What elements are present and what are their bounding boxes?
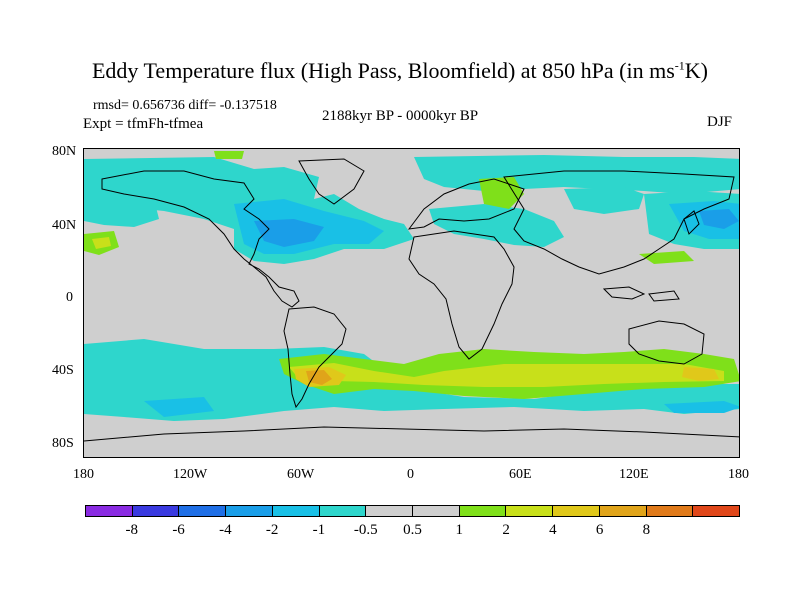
plot-title-end: K) — [684, 58, 708, 83]
plot-title: Eddy Temperature flux (High Pass, Bloomf… — [0, 58, 800, 84]
coastline-greenland — [298, 158, 365, 205]
colorbar-swatch — [226, 506, 273, 516]
anomaly-mediterranean — [429, 204, 564, 247]
colorbar-swatch — [179, 506, 227, 516]
map-panel — [83, 148, 740, 458]
colorbar-swatch — [553, 506, 600, 516]
colorbar-swatch — [132, 506, 180, 516]
anomaly-southern-light-blue — [144, 397, 214, 417]
colorbar-swatch — [366, 506, 414, 516]
colorbar-label: -8 — [125, 522, 139, 538]
colorbar-swatch — [459, 506, 507, 516]
coastline-south-america — [283, 306, 347, 409]
colorbar-label: 8 — [642, 522, 651, 538]
anomaly-central-asia — [564, 187, 644, 214]
colorbar-label: -4 — [219, 522, 232, 538]
y-tick-label: 40S — [52, 363, 74, 378]
colorbar-label: 0.5 — [403, 522, 422, 538]
colorbar-swatch — [599, 506, 647, 516]
coastline-europe — [407, 178, 525, 230]
coastline-north-america — [101, 170, 300, 308]
anomaly-southern-orange-core — [306, 370, 332, 385]
colorbar — [85, 505, 740, 517]
x-tick-label: 120E — [619, 467, 649, 482]
x-tick-label: 180 — [73, 467, 94, 482]
colorbar-swatch — [646, 506, 694, 516]
colorbar-label: -2 — [265, 522, 279, 538]
x-tick-label: 120W — [173, 467, 208, 482]
colorbar-swatch — [693, 506, 740, 516]
colorbar-swatch — [413, 506, 460, 516]
colorbar-label: 6 — [595, 522, 604, 538]
season-label: DJF — [707, 114, 733, 130]
colorbar-swatch — [272, 506, 320, 516]
coastline-antarctica — [84, 426, 739, 442]
stats-label: rmsd= 0.656736 diff= -0.137518 — [93, 98, 277, 113]
map-svg — [84, 149, 739, 457]
y-tick-label: 40N — [52, 218, 77, 233]
coastline-africa — [408, 230, 515, 360]
period-label: 2188kyr BP - 0000kyr BP — [322, 108, 479, 124]
anomaly-southern-yellow-band — [289, 363, 724, 387]
x-tick-label: 60E — [509, 467, 532, 482]
coastline-australia — [628, 320, 705, 365]
anomaly-north-atlantic-core — [254, 219, 324, 247]
colorbar-swatch — [319, 506, 367, 516]
anomaly-positive-pacific-east-core — [92, 237, 111, 249]
x-tick-label: 60W — [287, 467, 315, 482]
x-tick-label: 180 — [728, 467, 749, 482]
colorbar-label: -1 — [312, 522, 326, 538]
anomaly-positive-pacific-west — [639, 251, 694, 264]
colorbar-label: 4 — [549, 522, 557, 538]
coastline-asia — [503, 170, 735, 275]
colorbar-swatch — [86, 506, 133, 516]
anomaly-positive-arctic — [214, 151, 244, 159]
colorbar-label: 2 — [502, 522, 510, 538]
anomaly-asia-pacific-core — [699, 209, 739, 229]
colorbar-label: -0.5 — [353, 522, 378, 538]
anomaly-southern-yellow-core-east — [682, 367, 719, 381]
anomaly-southern-cyan-band — [84, 339, 739, 421]
anomaly-southern-light-blue-east — [664, 401, 739, 413]
plot-title-main: Eddy Temperature flux (High Pass, Bloomf… — [91, 58, 675, 83]
colorbar-label: 1 — [455, 522, 464, 538]
anomaly-north-pacific-west — [84, 189, 159, 227]
colorbar-label: -6 — [172, 522, 185, 538]
plot-title-sup: -1 — [674, 58, 685, 73]
coastlines — [84, 158, 739, 442]
y-tick-label: 0 — [66, 290, 73, 305]
x-tick-label: 0 — [407, 467, 414, 482]
y-tick-label: 80N — [52, 144, 77, 159]
y-tick-label: 80S — [52, 436, 74, 451]
expt-label: Expt = tfmFh-tfmea — [83, 116, 204, 132]
coastline-japan — [683, 210, 700, 235]
coastline-indonesia — [602, 286, 680, 302]
colorbar-swatch — [506, 506, 554, 516]
